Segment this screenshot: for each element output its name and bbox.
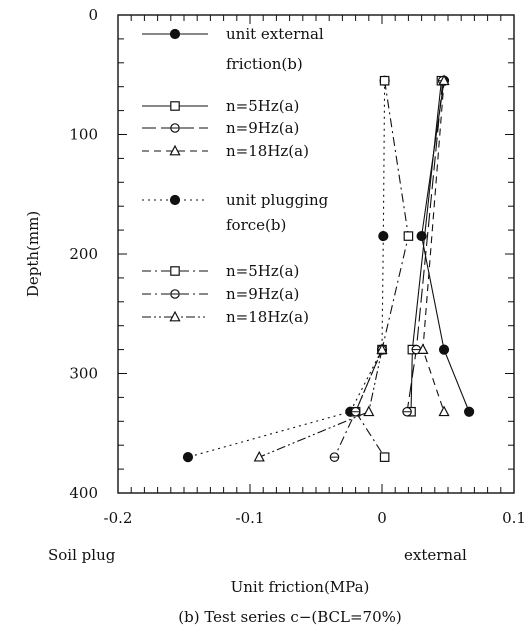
marker-circle <box>464 406 475 417</box>
data-point <box>350 406 361 417</box>
marker-square <box>170 101 180 111</box>
series-7 <box>253 343 388 462</box>
figure-caption: (b) Test series c−(BCL=70%) <box>178 608 402 626</box>
legend-marker <box>169 310 181 322</box>
data-point <box>438 405 450 417</box>
data-point <box>464 406 475 417</box>
legend-item: n=5Hz(a) <box>142 262 299 280</box>
legend-marker <box>169 144 181 156</box>
series-1 <box>406 75 447 417</box>
marker-triangle <box>253 450 265 462</box>
legend-marker <box>169 194 181 206</box>
legend-label: unit plugging <box>226 191 329 209</box>
series-line <box>422 80 445 412</box>
marker-square <box>403 231 414 241</box>
y-tick-label: 200 <box>69 245 98 263</box>
data-point <box>403 231 414 241</box>
legend-marker <box>170 266 180 276</box>
data-point <box>438 74 450 86</box>
marker-triangle <box>438 405 450 417</box>
external-label: external <box>404 546 467 564</box>
marker-triangle <box>438 74 450 86</box>
marker-triangle <box>363 405 375 417</box>
data-point <box>253 450 265 462</box>
marker-triangle <box>417 343 429 354</box>
data-point <box>379 75 390 86</box>
legend-label: unit external <box>226 25 324 43</box>
y-tick-label: 0 <box>88 6 98 24</box>
y-tick-label: 300 <box>69 365 98 383</box>
series-line <box>333 349 383 458</box>
legend-marker <box>170 101 180 111</box>
series-5 <box>350 75 414 462</box>
marker-triangle <box>169 310 181 322</box>
legend-label: n=5Hz(a) <box>226 262 299 280</box>
legend-item: n=9Hz(a) <box>142 285 299 303</box>
legend-item: unit plugging force(b) <box>142 191 329 234</box>
data-point <box>402 406 412 417</box>
series-6 <box>329 344 387 462</box>
legend-item: n=5Hz(a) <box>142 97 299 115</box>
marker-triangle <box>169 144 181 156</box>
data-point <box>379 452 390 462</box>
series-line <box>187 80 386 458</box>
series-layer <box>182 74 475 463</box>
series-0 <box>416 75 475 417</box>
data-point <box>376 343 388 354</box>
marker-circle <box>169 194 181 206</box>
plot-frame <box>117 14 515 494</box>
data-point <box>417 343 429 354</box>
marker-square <box>379 452 390 462</box>
x-axis-title: Unit friction(MPa) <box>231 578 370 596</box>
y-axis-title: Depth(mm) <box>24 211 42 297</box>
legend-item: n=18Hz(a) <box>142 142 309 160</box>
legend-label: n=9Hz(a) <box>226 119 299 137</box>
legend-label: n=5Hz(a) <box>226 97 299 115</box>
plot-border <box>117 14 515 494</box>
legend-label: n=18Hz(a) <box>226 308 309 326</box>
data-point <box>378 230 389 242</box>
series-line <box>259 349 383 458</box>
marker-circle <box>378 230 389 242</box>
marker-circle <box>438 344 450 355</box>
marker-circle <box>169 28 181 40</box>
y-tick-label: 100 <box>69 126 98 144</box>
data-point <box>182 452 194 463</box>
legend-marker <box>170 123 180 133</box>
legend: unit external friction(b) n=5Hz(a) n=9Hz(a)… <box>142 25 329 326</box>
legend-marker <box>170 289 180 299</box>
legend-label-line2: force(b) <box>226 216 286 234</box>
series-line <box>421 80 470 412</box>
axis-ticks <box>117 14 515 494</box>
data-point <box>438 344 450 355</box>
x-tick-label: 0 <box>377 509 387 527</box>
data-point <box>329 452 340 462</box>
soil-plug-label: Soil plug <box>48 546 116 564</box>
series-3 <box>417 74 450 417</box>
x-tick-label: -0.1 <box>236 509 265 527</box>
legend-label: n=18Hz(a) <box>226 142 309 160</box>
legend-item: n=9Hz(a) <box>142 119 299 137</box>
marker-triangle <box>376 343 388 354</box>
legend-label-line2: friction(b) <box>226 55 303 73</box>
legend-marker <box>169 28 181 40</box>
legend-item: unit external friction(b) <box>142 25 324 73</box>
x-tick-label: 0.1 <box>502 509 526 527</box>
marker-circle <box>182 452 194 463</box>
legend-item: n=18Hz(a) <box>142 308 309 326</box>
data-point <box>363 405 375 417</box>
y-tick-label: 400 <box>69 484 98 502</box>
legend-label: n=9Hz(a) <box>226 285 299 303</box>
series-2 <box>402 75 448 417</box>
axis-text: -0.2 -0.1 0 0.1 0 100 200 300 400 Unit friction(M… <box>24 6 526 626</box>
marker-square <box>170 266 180 276</box>
x-tick-label: -0.2 <box>104 509 133 527</box>
series-line <box>354 80 409 458</box>
marker-square <box>379 75 390 86</box>
